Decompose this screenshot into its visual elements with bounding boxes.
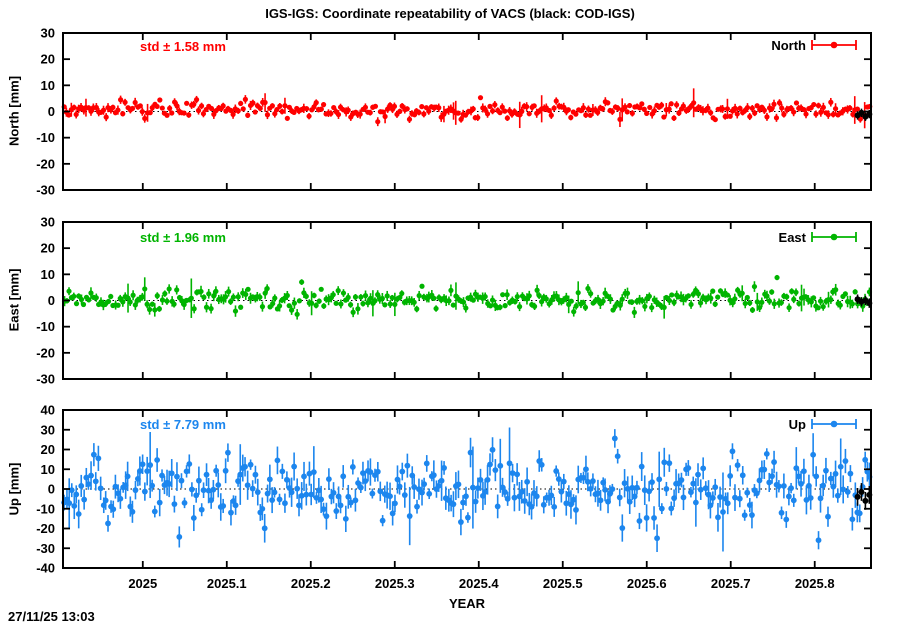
y-tick-label: 10 — [41, 462, 55, 477]
y-tick-label: 20 — [41, 442, 55, 457]
y-tick-label: -10 — [36, 130, 55, 145]
y-tick-label: -10 — [36, 319, 55, 334]
y-tick-label: 10 — [41, 267, 55, 282]
y-tick-label: -30 — [36, 541, 55, 556]
y-tick-label: 30 — [41, 215, 55, 230]
y-tick-label: 40 — [41, 403, 55, 418]
y-tick-label: 0 — [48, 482, 55, 497]
x-tick-label: 2025.2 — [291, 576, 331, 591]
cod-point — [862, 497, 869, 504]
timestamp: 27/11/25 13:03 — [8, 609, 95, 624]
east-legend-sample — [811, 232, 857, 242]
y-tick-label: 30 — [41, 26, 55, 41]
x-axis-label: YEAR — [448, 596, 486, 611]
y-tick-label: -20 — [36, 521, 55, 536]
cod-point — [858, 109, 865, 116]
y-tick-label: 20 — [41, 241, 55, 256]
y-tick-label: 10 — [41, 78, 55, 93]
y-tick-label: 30 — [41, 422, 55, 437]
y-tick-label: -30 — [36, 372, 55, 387]
up-std-label: std ± 7.79 mm — [140, 417, 226, 432]
y-tick-label: -10 — [36, 501, 55, 516]
x-tick-label: 2025.6 — [627, 576, 667, 591]
x-tick-label: 2025.3 — [375, 576, 415, 591]
y-tick-label: 0 — [48, 104, 55, 119]
up-legend-label: Up — [788, 417, 806, 432]
y-tick-label: -20 — [36, 345, 55, 360]
north-legend-sample — [811, 40, 857, 50]
cod-point — [858, 488, 865, 495]
east-axis-label: East [mm] — [6, 268, 22, 332]
y-tick-label: 0 — [48, 293, 55, 308]
chart-title: IGS-IGS: Coordinate repeatability of VAC… — [265, 6, 635, 21]
panel-border — [62, 409, 872, 569]
panel-up-group: 40 30 20 10 0 -10 -20 -30 -40 — [36, 403, 873, 576]
x-tick-label: 2025.5 — [543, 576, 583, 591]
north-legend-label: North — [771, 38, 806, 53]
x-tick-label: 2025.7 — [711, 576, 751, 591]
x-tick-label: 2025.8 — [795, 576, 835, 591]
x-tick-label: 2025.4 — [459, 576, 500, 591]
x-tick-label: 2025 — [128, 576, 157, 591]
y-tick-label: -30 — [36, 183, 55, 198]
y-tick-label: -40 — [36, 561, 55, 576]
cod-point — [854, 493, 861, 500]
up-axis-label: Up [mm] — [6, 462, 22, 516]
east-legend-label: East — [778, 230, 806, 245]
y-tick-label: -20 — [36, 156, 55, 171]
north-axis-label: North [mm] — [6, 75, 22, 147]
north-std-label: std ± 1.58 mm — [140, 39, 226, 54]
x-tick-label: 2025.1 — [207, 576, 247, 591]
up-legend-sample — [811, 419, 857, 429]
panel-east-group: 30 20 10 0 -10 -20 -30 — [36, 215, 873, 387]
east-std-label: std ± 1.96 mm — [140, 230, 226, 245]
y-tick-label: 20 — [41, 52, 55, 67]
panel-north-group: 30 20 10 0 -10 -20 -30 — [36, 26, 873, 198]
